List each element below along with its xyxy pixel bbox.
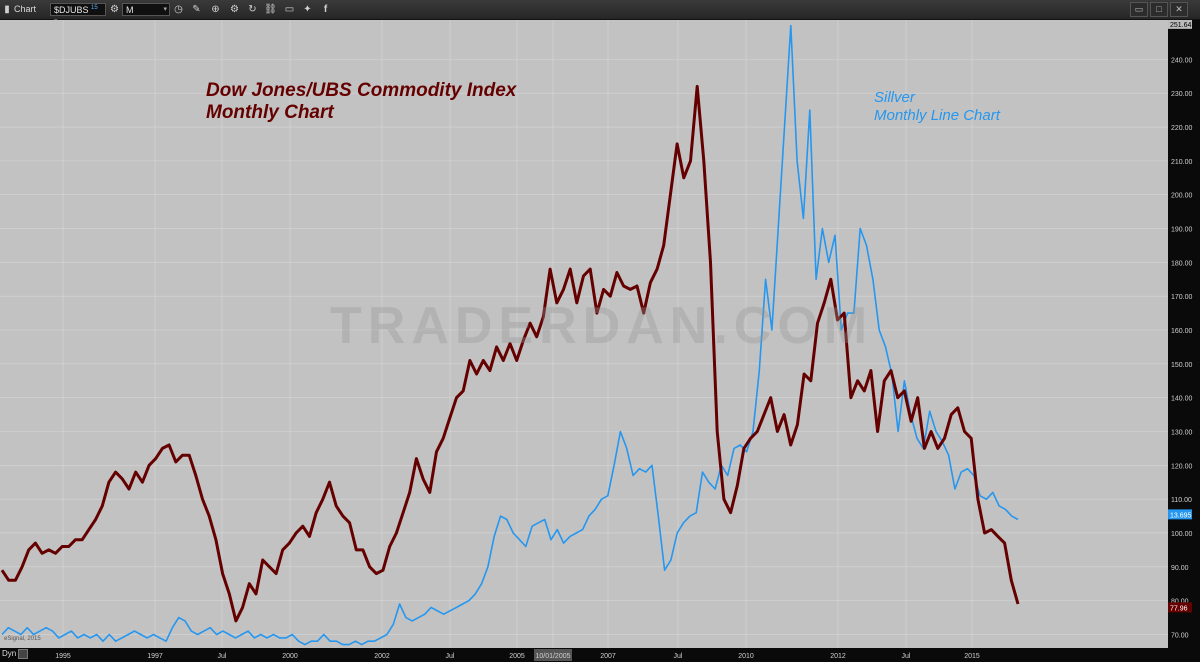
djubs-title-line2: Monthly Chart bbox=[206, 102, 334, 123]
y-tick-label: 210.00 bbox=[1171, 159, 1193, 166]
clock-icon[interactable]: ◷ bbox=[174, 4, 183, 15]
djubs-last-tag-bg bbox=[1168, 602, 1192, 613]
y-tick-label: 130.00 bbox=[1171, 429, 1193, 436]
silver-last-tag-text: 13.695 bbox=[1170, 512, 1192, 519]
x-tick-label: 1995 bbox=[55, 653, 71, 660]
symbol-value: $DJUBS bbox=[54, 5, 89, 15]
silver-title-line1: Sillver bbox=[874, 89, 915, 106]
interval-value: M bbox=[126, 5, 134, 15]
y-tick-label: 170.00 bbox=[1171, 294, 1193, 301]
silver-title-line2: Monthly Line Chart bbox=[874, 107, 1000, 124]
x-axis-ticks: 1995 1997 Jul 2000 2002 Jul 2005 10/01/2005 2007… bbox=[55, 649, 980, 661]
y-tick-label: 200.00 bbox=[1171, 193, 1193, 200]
y-tick-label: 110.00 bbox=[1171, 497, 1192, 504]
close-icon[interactable]: ✕ bbox=[1170, 2, 1188, 17]
restore-icon[interactable]: ▭ bbox=[1130, 2, 1148, 17]
refresh-icon[interactable]: ↻ bbox=[248, 4, 257, 15]
symbol-superscript: 15 bbox=[91, 5, 98, 11]
y-tick-label: 160.00 bbox=[1171, 328, 1193, 335]
copyright-note: eSignal, 2015 bbox=[4, 636, 41, 642]
y-tick-label: 90.00 bbox=[1171, 565, 1189, 572]
x-tick-label: 1997 bbox=[147, 653, 163, 660]
x-tick-label: Jul bbox=[674, 653, 683, 660]
y-tick-label: 220.00 bbox=[1171, 125, 1193, 132]
facebook-icon[interactable]: f bbox=[323, 4, 328, 15]
time-axis-background bbox=[0, 648, 1200, 662]
twitter-icon[interactable]: ✦ bbox=[303, 4, 312, 15]
settings-icon[interactable]: ⚙ bbox=[230, 4, 239, 15]
y-tick-label: 140.00 bbox=[1171, 396, 1193, 403]
expand-icon[interactable] bbox=[18, 649, 28, 659]
top-value-tag-text: 251.64 bbox=[1170, 22, 1192, 29]
y-tick-label: 190.00 bbox=[1171, 227, 1193, 234]
gear-icon[interactable]: ⚙ bbox=[110, 4, 119, 15]
plot-background bbox=[0, 20, 1168, 648]
link-icon[interactable]: ⛓ bbox=[264, 4, 277, 15]
symbol-input[interactable]: $DJUBS 15 ▾ bbox=[50, 3, 106, 25]
dyn-button[interactable]: Dyn bbox=[2, 649, 17, 658]
silver-series-line bbox=[1, 24, 1019, 646]
price-axis-background bbox=[1168, 20, 1200, 648]
y-tick-label: 240.00 bbox=[1171, 57, 1193, 64]
x-tick-label: 2007 bbox=[600, 653, 616, 660]
y-tick-label: 80.00 bbox=[1171, 599, 1189, 606]
djubs-series-line bbox=[0, 84, 1020, 623]
djubs-title-line1: Dow Jones/UBS Commodity Index bbox=[206, 80, 517, 101]
x-tick-label: 2010 bbox=[738, 653, 754, 660]
interval-select[interactable]: M ▾ bbox=[122, 3, 170, 16]
pencil-icon[interactable]: ✎ bbox=[192, 4, 201, 15]
y-tick-label: 100.00 bbox=[1171, 531, 1193, 538]
x-tick-label: 2005 bbox=[509, 653, 525, 660]
x-tick-label: Jul bbox=[218, 653, 227, 660]
x-tick-label: 2002 bbox=[374, 653, 390, 660]
watermark: TRADERDAN.COM bbox=[330, 297, 874, 355]
silver-last-tag-bg bbox=[1168, 509, 1192, 520]
y-tick-label: 150.00 bbox=[1171, 362, 1193, 369]
x-tick-label: Jul bbox=[902, 653, 911, 660]
y-tick-label: 180.00 bbox=[1171, 260, 1193, 267]
date-highlight-box bbox=[534, 649, 572, 661]
crosshair-icon[interactable]: ⊕ bbox=[211, 4, 220, 15]
price-chart[interactable]: 70.00 80.00 90.00 100.00 110.00 120.00 130.00 1… bbox=[0, 20, 1200, 662]
chart-toolbar: ▮ Chart $DJUBS 15 ▾ ⚙ M ▾ ◷ ✎ ⊕ ⚙ ↻ ⛓ ▭ … bbox=[0, 0, 1200, 25]
x-tick-label: 2012 bbox=[830, 653, 846, 660]
djubs-last-tag-text: 77.96 bbox=[1170, 605, 1188, 612]
y-tick-label: 70.00 bbox=[1171, 632, 1189, 639]
pin-icon[interactable]: ▭ bbox=[284, 4, 295, 15]
chevron-down-icon: ▾ bbox=[163, 6, 167, 13]
y-tick-label: 120.00 bbox=[1171, 463, 1193, 470]
y-axis-ticks: 70.00 80.00 90.00 100.00 110.00 120.00 130.00 1… bbox=[1171, 57, 1193, 639]
chart-window-icon: ▮ bbox=[4, 4, 10, 15]
djubs-title: Dow Jones/UBS Commodity Index Monthly Ch… bbox=[206, 80, 516, 124]
x-tick-label: Jul bbox=[446, 653, 455, 660]
silver-title: Sillver Monthly Line Chart bbox=[874, 89, 1000, 125]
x-tick-label: 2015 bbox=[964, 653, 980, 660]
top-value-tag-bg bbox=[1168, 20, 1192, 29]
y-tick-label: 230.00 bbox=[1171, 91, 1193, 98]
x-tick-label: 10/01/2005 bbox=[535, 653, 570, 660]
x-tick-label: 2000 bbox=[282, 653, 298, 660]
chart-window-label: Chart bbox=[14, 4, 37, 14]
maximize-icon[interactable]: □ bbox=[1150, 2, 1168, 17]
last-value-tags: 251.64 13.695 77.96 bbox=[1168, 20, 1192, 613]
